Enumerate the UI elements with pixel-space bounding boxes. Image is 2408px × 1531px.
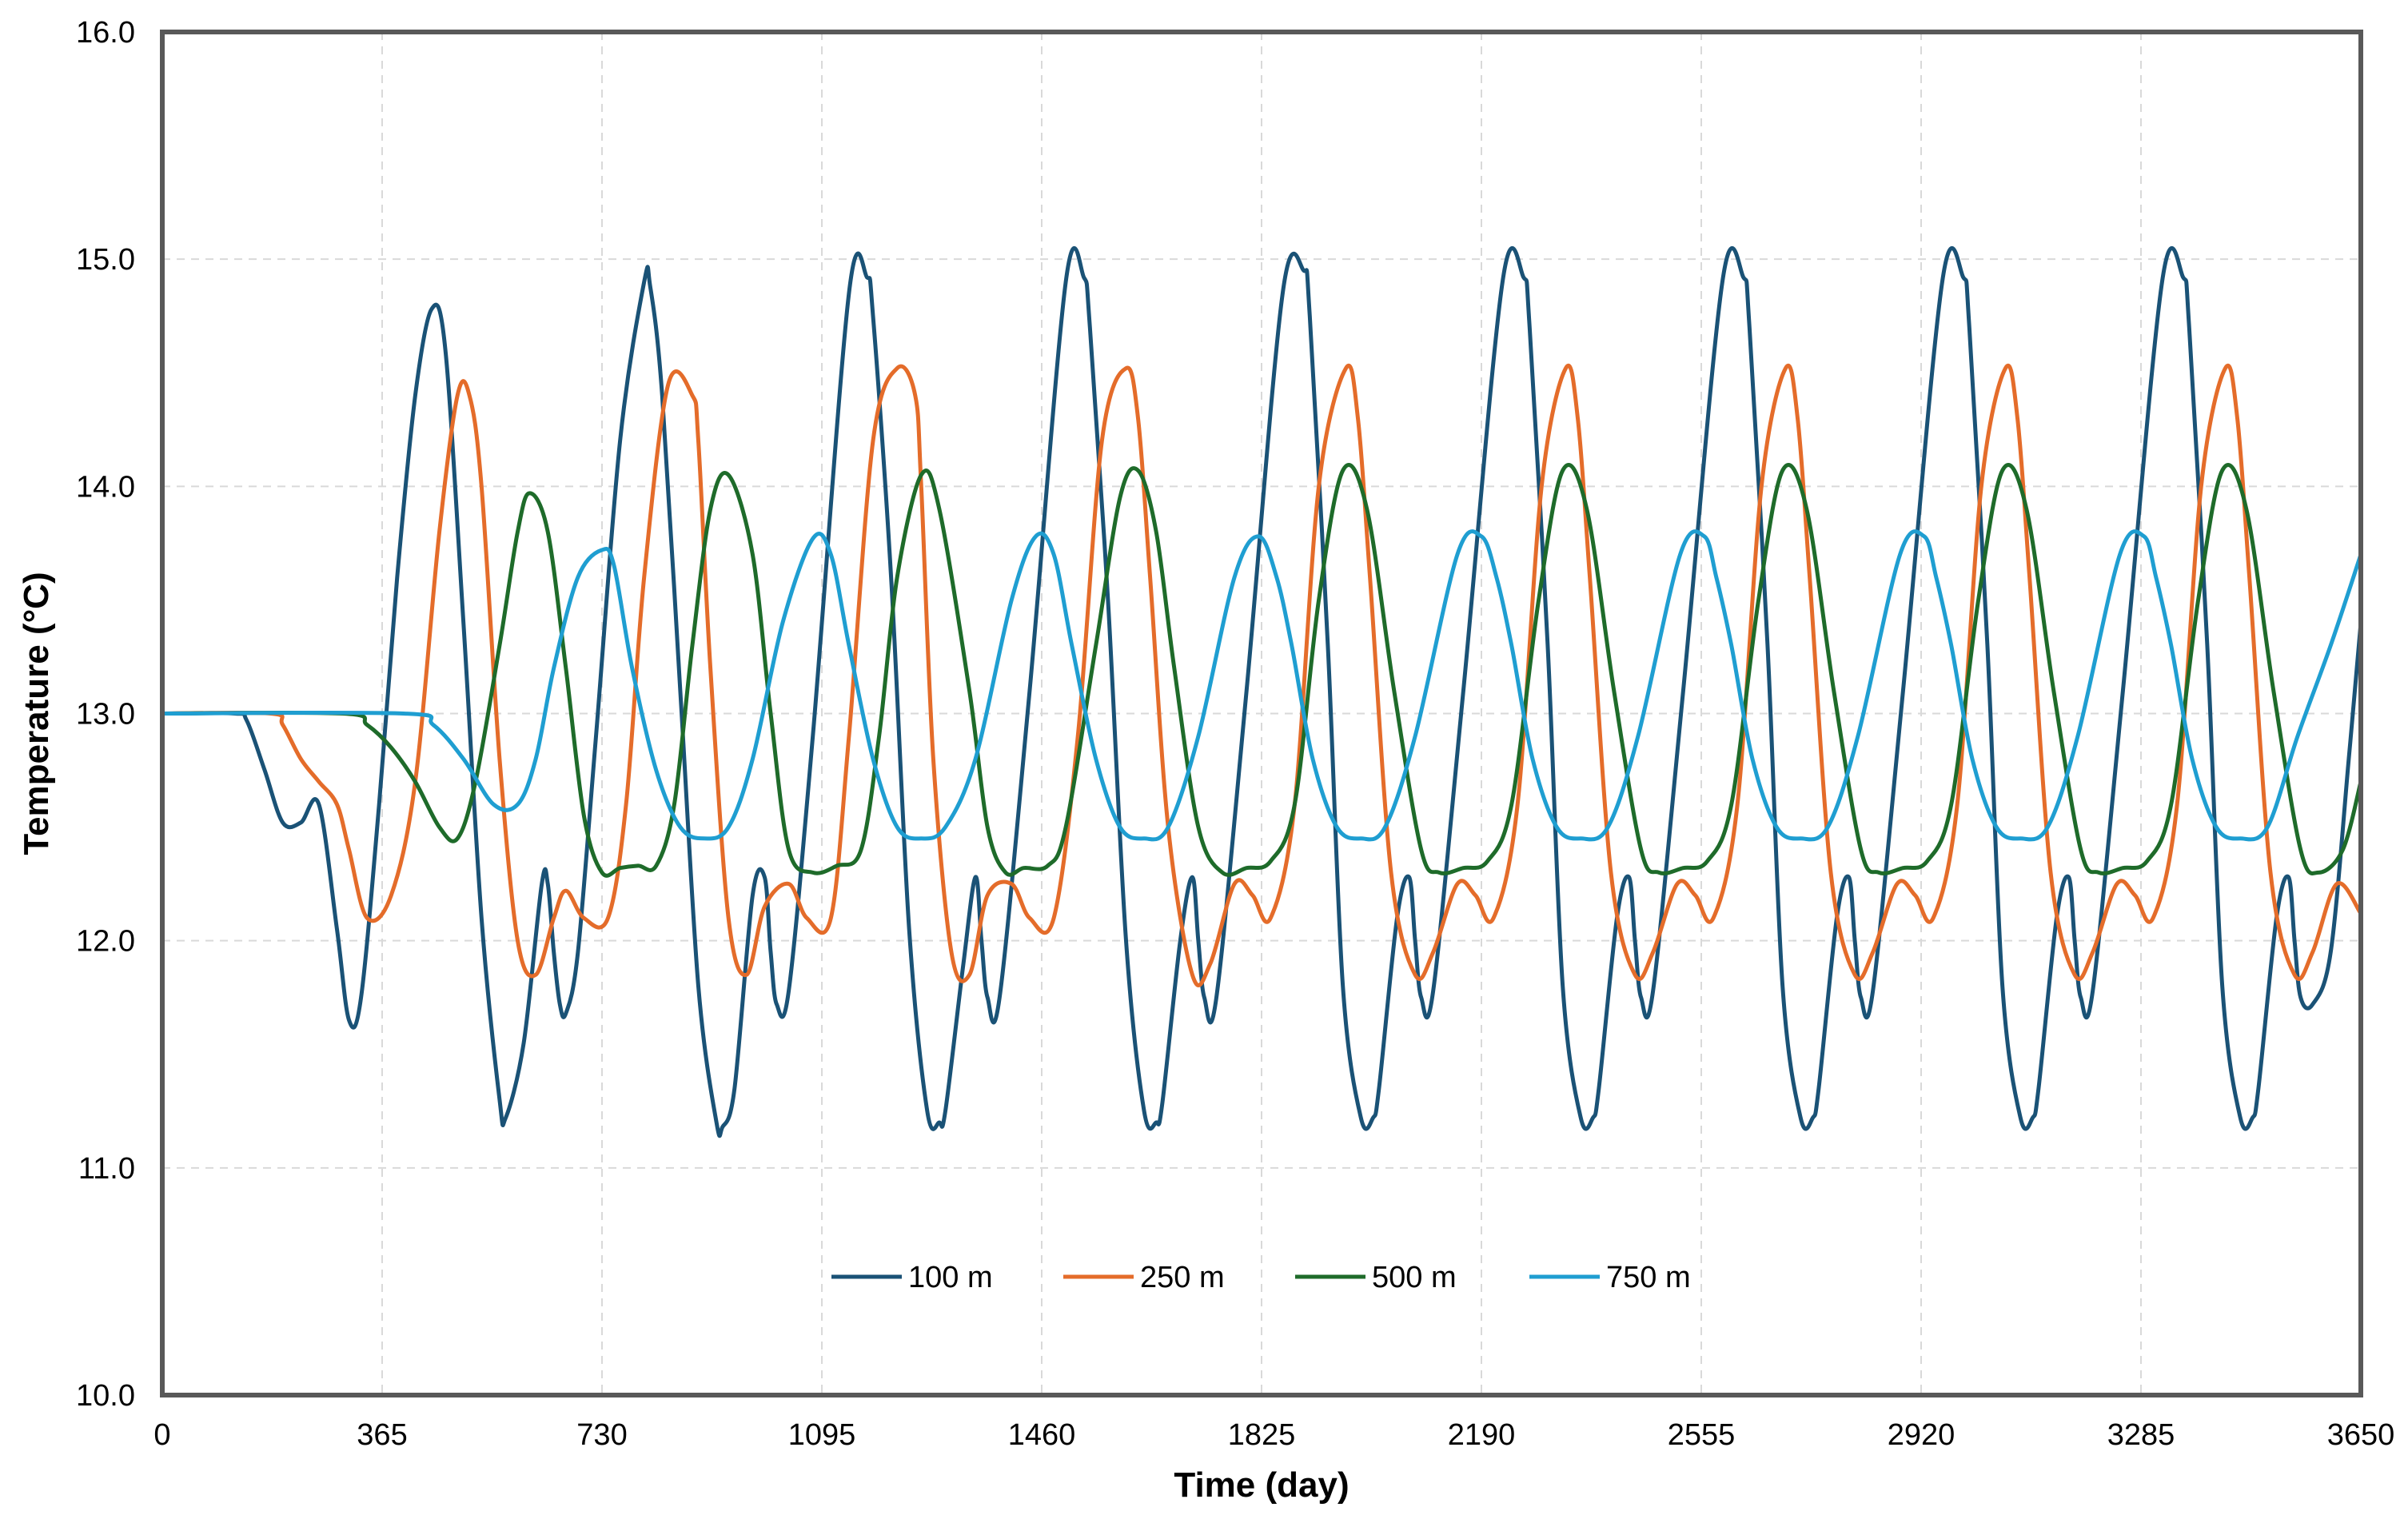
x-tick-label: 1825 — [1228, 1418, 1296, 1452]
x-tick-label: 730 — [576, 1418, 627, 1452]
y-tick-label: 12.0 — [76, 925, 135, 959]
legend-item-750m: 750 m — [1529, 1261, 1691, 1294]
legend-label: 250 m — [1140, 1261, 1225, 1294]
plot-frame — [160, 30, 2363, 1397]
legend-label: 750 m — [1606, 1261, 1691, 1294]
y-axis-title: Temperature (°C) — [17, 572, 56, 855]
tick-labels: 0 365 730 1095 1460 1825 2190 2555 2920 3285 3650 1… — [76, 16, 2394, 1452]
legend-label: 100 m — [908, 1261, 993, 1294]
x-tick-label: 1095 — [788, 1418, 856, 1452]
x-axis-title: Time (day) — [1174, 1465, 1349, 1505]
x-tick-label: 365 — [357, 1418, 407, 1452]
x-tick-label: 2190 — [1448, 1418, 1516, 1452]
series-line-500m — [160, 463, 2363, 878]
y-tick-label: 11.0 — [78, 1152, 135, 1186]
legend-item-250m: 250 m — [1063, 1261, 1225, 1294]
grid-lines — [162, 32, 2361, 1395]
series-lines — [160, 245, 2363, 1138]
x-tick-label: 2920 — [1888, 1418, 1956, 1452]
y-tick-label: 13.0 — [76, 698, 135, 732]
y-tick-label: 15.0 — [76, 243, 135, 277]
x-tick-label: 3650 — [2327, 1418, 2395, 1452]
legend: 100 m 250 m 500 m 750 m — [831, 1261, 1691, 1294]
legend-item-100m: 100 m — [831, 1261, 993, 1294]
x-tick-label: 3285 — [2107, 1418, 2175, 1452]
x-tick-label: 2555 — [1668, 1418, 1736, 1452]
series-line-250m — [160, 363, 2363, 987]
x-tick-label: 0 — [153, 1418, 170, 1452]
y-tick-label: 14.0 — [76, 470, 135, 504]
y-tick-label: 10.0 — [76, 1379, 135, 1413]
series-line-100m — [160, 245, 2363, 1138]
y-tick-label: 16.0 — [76, 16, 135, 50]
legend-item-500m: 500 m — [1295, 1261, 1457, 1294]
x-tick-label: 1460 — [1008, 1418, 1076, 1452]
legend-label: 500 m — [1372, 1261, 1457, 1294]
series-line-750m — [160, 529, 2363, 842]
